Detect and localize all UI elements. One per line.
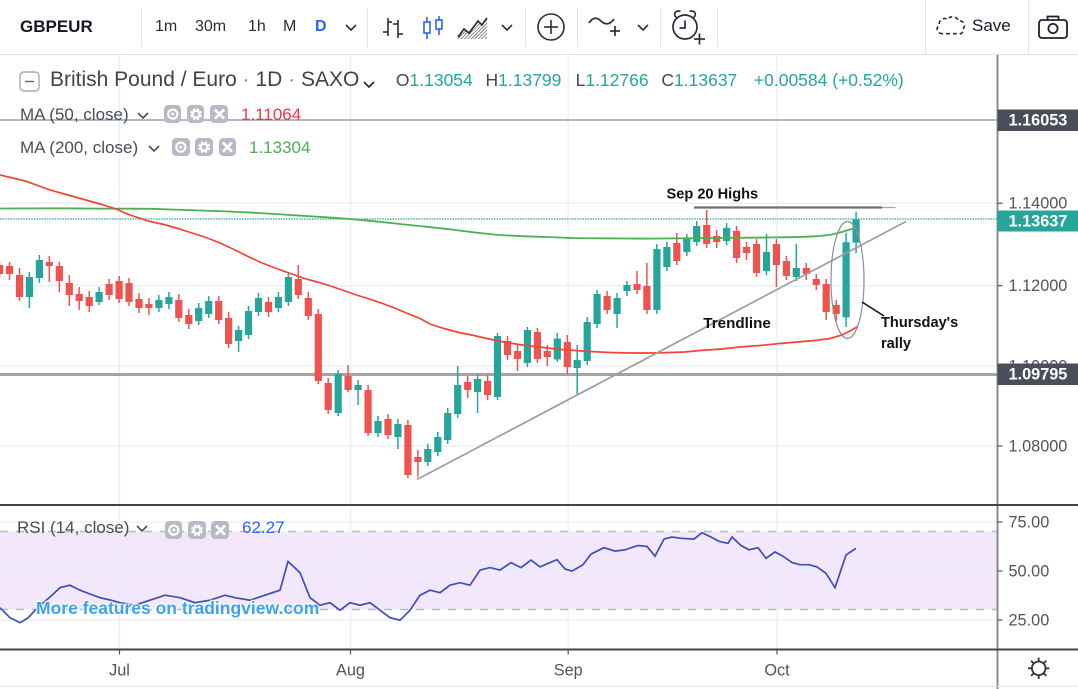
svg-text:50.00: 50.00 bbox=[1009, 563, 1050, 581]
svg-text:1.12000: 1.12000 bbox=[1009, 277, 1068, 295]
svg-text:1.08000: 1.08000 bbox=[1009, 438, 1068, 456]
svg-text:75.00: 75.00 bbox=[1009, 514, 1050, 532]
svg-text:1.16053: 1.16053 bbox=[1009, 112, 1068, 130]
svg-text:Sep: Sep bbox=[554, 662, 583, 680]
svg-text:Jul: Jul bbox=[109, 662, 130, 680]
svg-text:25.00: 25.00 bbox=[1009, 612, 1050, 630]
svg-text:1.14000: 1.14000 bbox=[1009, 195, 1068, 213]
svg-text:Sep 20 Highs: Sep 20 Highs bbox=[667, 187, 759, 203]
svg-text:Thursday's: Thursday's bbox=[881, 315, 958, 331]
svg-text:1.13637: 1.13637 bbox=[1009, 213, 1068, 231]
svg-text:rally: rally bbox=[881, 336, 912, 352]
svg-text:1.09795: 1.09795 bbox=[1009, 366, 1068, 384]
svg-text:Oct: Oct bbox=[764, 662, 790, 680]
svg-text:Trendline: Trendline bbox=[703, 315, 771, 332]
svg-text:Aug: Aug bbox=[336, 662, 365, 680]
